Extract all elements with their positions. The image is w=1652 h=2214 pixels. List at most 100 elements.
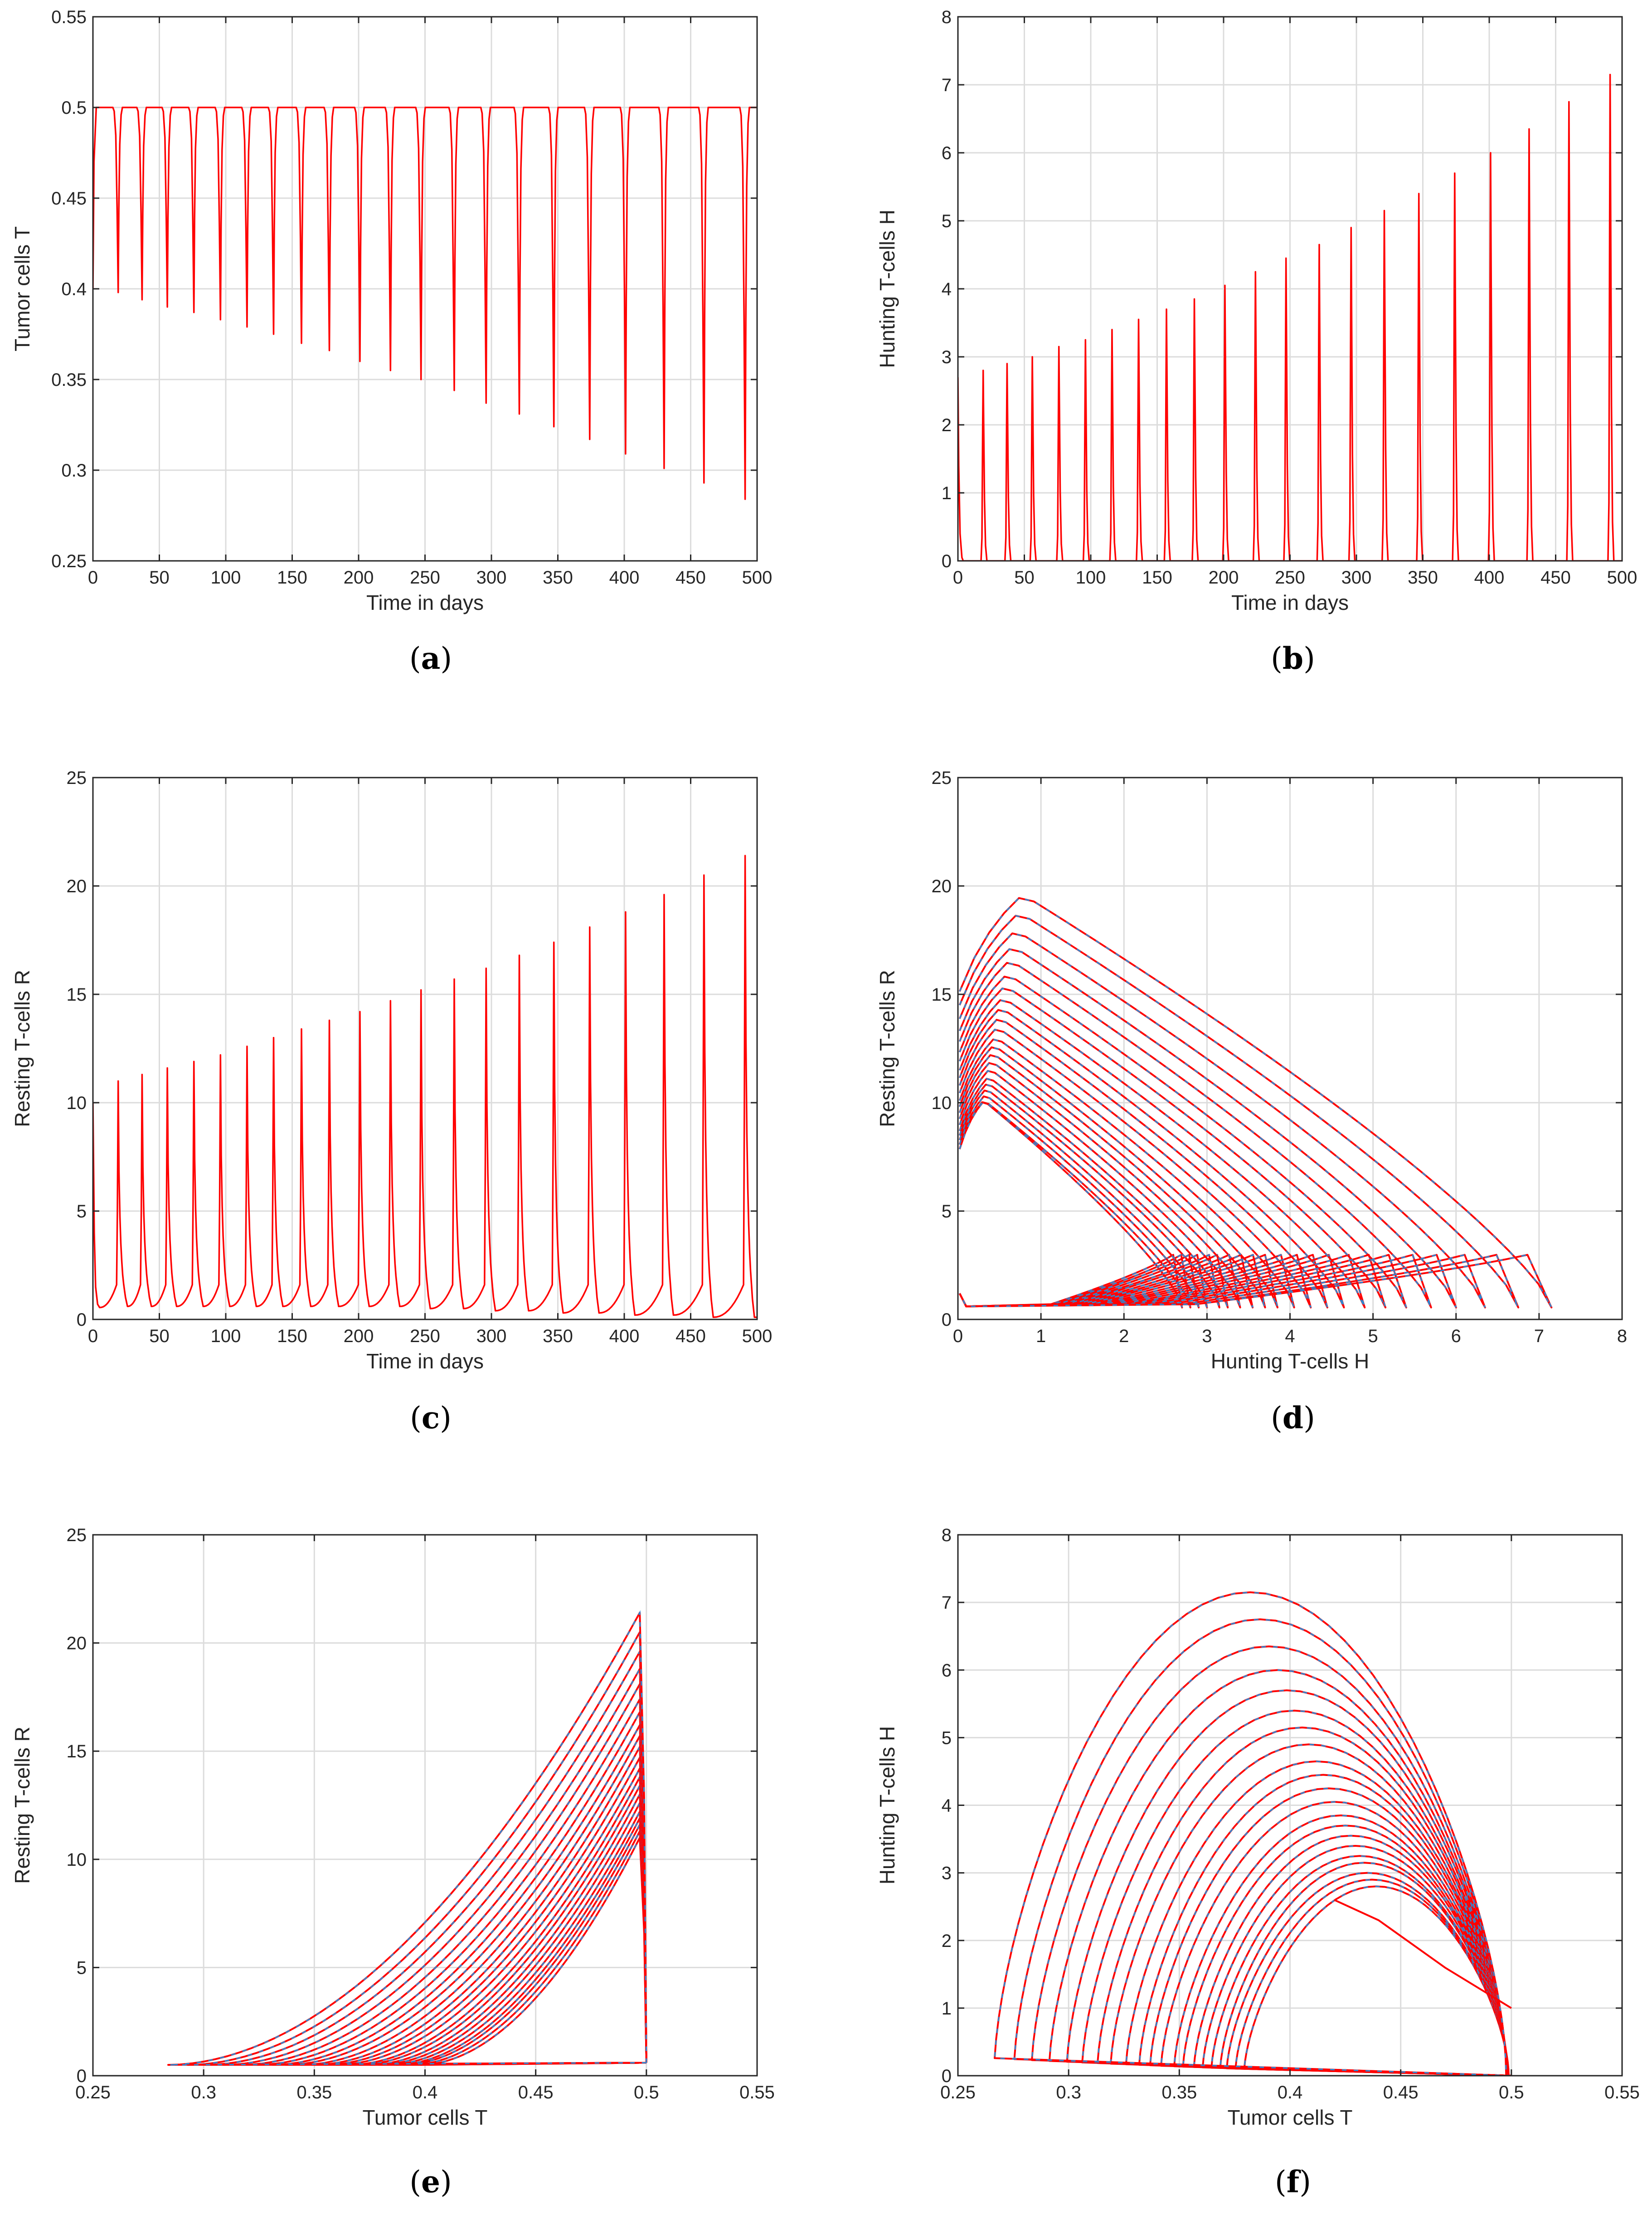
phase-loop-overlay <box>959 976 1407 1308</box>
x-tick-label: 0.25 <box>940 2083 976 2102</box>
caption-close: ) <box>1303 1401 1315 1435</box>
x-tick-label: 0.45 <box>1383 2083 1419 2102</box>
series-group <box>958 73 1622 561</box>
x-axis-label: Time in days <box>366 591 484 614</box>
y-tick-label: 4 <box>942 1796 952 1816</box>
phase-loop-overlay <box>959 1046 1278 1308</box>
x-tick-label: 500 <box>1607 568 1637 588</box>
caption-open: ( <box>1271 641 1283 676</box>
y-axis-label: Resting T-cells R <box>10 970 34 1127</box>
x-tick-label: 0.5 <box>1499 2083 1524 2102</box>
phase-loop-overlay <box>301 1733 647 2066</box>
phase-loop-overlay <box>1160 1801 1511 2076</box>
phase-loop-overlay <box>403 1822 647 2066</box>
phase-loop-overlay <box>959 1084 1220 1308</box>
x-tick-label: 7 <box>1534 1326 1544 1346</box>
panel-d: 0 1 2 3 4 5 6 7 8 0 5 10 15 20 25 Hunting T-cells H Rest… <box>875 768 1627 1435</box>
phase-loop-overlay <box>1081 1710 1511 2076</box>
phase-loop-overlay <box>959 915 1519 1308</box>
y-axis-label: Tumor cells T <box>10 226 34 351</box>
panel-caption: (c) <box>410 1400 452 1435</box>
y-tick-label: 4 <box>942 279 952 299</box>
y-tick-label: 5 <box>77 1958 87 1978</box>
phase-loop-overlay <box>350 1774 647 2066</box>
x-tick-label: 350 <box>1408 568 1438 588</box>
y-tick-label: 1 <box>942 483 952 503</box>
caption-letter: c <box>422 1400 440 1435</box>
panel-b: 0 50 100 150 200 250 300 350 400 450 500 0 1 2 3 4 5 6 7 8 T… <box>875 7 1637 676</box>
phase-loop-overlay <box>1210 1855 1511 2076</box>
phase-loop-overlay <box>1013 1618 1511 2076</box>
caption-open: ( <box>1275 2165 1287 2199</box>
x-tick-label: 0 <box>88 568 98 588</box>
x-tick-label: 400 <box>1474 568 1505 588</box>
phase-loop-overlay <box>959 1070 1241 1308</box>
y-tick-label: 3 <box>942 347 952 367</box>
caption-close: ) <box>440 1401 452 1435</box>
phase-loop-overlay <box>1097 1727 1511 2076</box>
y-tick-label: 7 <box>942 1593 952 1613</box>
phase-loop-overlay <box>959 999 1365 1308</box>
y-axis-label: Resting T-cells R <box>875 970 899 1127</box>
phase-loop <box>958 1028 1312 1309</box>
series-group <box>93 107 757 500</box>
phase-loop-overlay <box>959 1009 1345 1308</box>
caption-letter: a <box>421 641 441 676</box>
x-tick-label: 6 <box>1451 1326 1461 1346</box>
y-tick-label: 5 <box>942 1202 952 1221</box>
phase-loop-overlay <box>959 948 1457 1308</box>
y-tick-label: 6 <box>942 1660 952 1680</box>
x-tick-label: 450 <box>675 568 706 588</box>
x-tick-label: 500 <box>742 568 773 588</box>
y-tick-label: 20 <box>67 876 87 896</box>
panel-caption: (a) <box>409 641 452 676</box>
phase-loop-overlay <box>241 1681 647 2066</box>
y-tick-label: 0.25 <box>51 551 87 571</box>
phase-loop-overlay <box>224 1666 647 2066</box>
caption-letter: b <box>1283 641 1303 676</box>
y-tick-label: 0.5 <box>61 98 87 118</box>
phase-loop-overlay <box>959 962 1432 1308</box>
y-tick-label: 0.4 <box>61 279 87 299</box>
y-tick-label: 1 <box>942 1999 952 2019</box>
y-tick-label: 25 <box>932 768 952 788</box>
x-tick-label: 200 <box>1209 568 1239 588</box>
x-tick-label: 0.3 <box>1056 2083 1081 2102</box>
y-tick-label: 25 <box>67 768 87 788</box>
x-tick-label: 2 <box>1119 1326 1129 1346</box>
series-group <box>167 1610 647 2066</box>
x-tick-label: 0.25 <box>75 2083 111 2102</box>
phase-loop-overlay <box>1138 1774 1511 2076</box>
phase-loop-overlay <box>959 1054 1266 1308</box>
x-tick-label: 300 <box>1341 568 1372 588</box>
x-tick-label: 350 <box>543 568 573 588</box>
phase-loop <box>958 897 1553 1309</box>
x-axis-label: Time in days <box>1231 591 1349 614</box>
x-tick-label: 150 <box>277 568 307 588</box>
y-tick-label: 2 <box>942 415 952 435</box>
y-tick-label: 0.35 <box>51 370 87 390</box>
y-tick-label: 0 <box>77 2066 87 2086</box>
x-tick-label: 250 <box>410 568 440 588</box>
phase-loop-overlay <box>1049 1669 1511 2076</box>
caption-open: ( <box>1271 1401 1283 1435</box>
y-axis-label: Hunting T-cells H <box>875 1726 899 1884</box>
phase-loop-overlay <box>1110 1743 1511 2076</box>
x-tick-label: 450 <box>1540 568 1571 588</box>
x-tick-label: 400 <box>609 568 640 588</box>
y-tick-label: 10 <box>932 1093 952 1113</box>
x-tick-label: 1 <box>1036 1326 1046 1346</box>
x-tick-label: 200 <box>344 1326 374 1346</box>
x-axis-label: Tumor cells T <box>1227 2106 1352 2129</box>
x-tick-label: 0.5 <box>634 2083 659 2102</box>
panel-caption: (f) <box>1275 2164 1311 2199</box>
panel-e: 0.25 0.3 0.35 0.4 0.45 0.5 0.55 0 5 10 15 20 25 Tumor… <box>10 1525 775 2199</box>
y-tick-label: 0 <box>942 1310 952 1330</box>
series-line <box>93 107 757 500</box>
panel-a: 0 50 100 150 200 250 300 350 400 450 500 0.25 0.3 0.3… <box>10 7 772 676</box>
x-tick-label: 4 <box>1285 1326 1295 1346</box>
panel-f: 0.25 0.3 0.35 0.4 0.45 0.5 0.55 0 1 2 3 4 5 6 7 8 Tumor … <box>875 1525 1640 2199</box>
x-tick-label: 8 <box>1617 1326 1627 1346</box>
x-axis-label: Tumor cells T <box>362 2106 487 2129</box>
y-tick-label: 5 <box>942 1728 952 1748</box>
